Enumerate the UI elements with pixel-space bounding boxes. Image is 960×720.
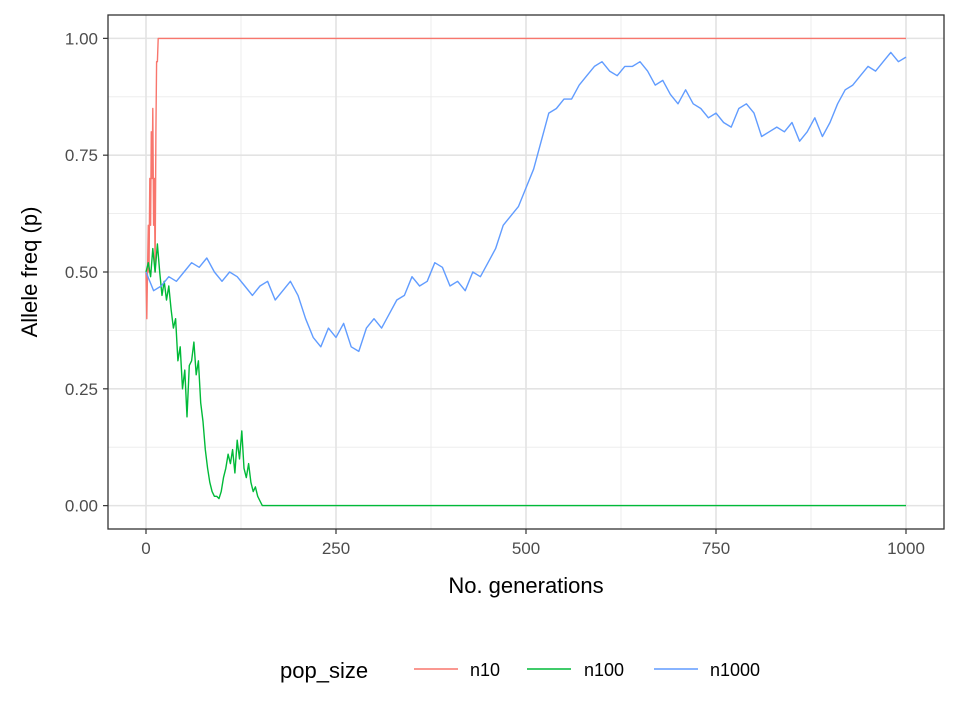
series-lines [145, 37, 907, 507]
y-tick-label: 0.75 [65, 146, 98, 165]
y-axis: 0.00 0.25 0.50 0.75 1.00 [65, 29, 108, 516]
x-tick-label: 250 [322, 539, 350, 558]
x-axis-title: No. generations [448, 573, 603, 598]
y-tick-label: 0.00 [65, 497, 98, 516]
x-tick-label: 500 [512, 539, 540, 558]
legend: pop_size n10 n100 n1000 [280, 658, 760, 683]
x-axis: 0 250 500 750 1000 [141, 529, 925, 558]
series-line-n1000 [145, 51, 907, 353]
series-line-n100 [145, 243, 906, 507]
y-tick-label: 0.25 [65, 380, 98, 399]
legend-label-n100: n100 [584, 660, 624, 680]
legend-title: pop_size [280, 658, 368, 683]
x-tick-label: 0 [141, 539, 150, 558]
y-tick-label: 0.50 [65, 263, 98, 282]
y-axis-title: Allele freq (p) [17, 207, 42, 338]
x-tick-label: 1000 [887, 539, 925, 558]
y-tick-label: 1.00 [65, 29, 98, 48]
x-tick-label: 750 [702, 539, 730, 558]
legend-label-n1000: n1000 [710, 660, 760, 680]
legend-label-n10: n10 [470, 660, 500, 680]
series-line-n10 [145, 37, 906, 320]
